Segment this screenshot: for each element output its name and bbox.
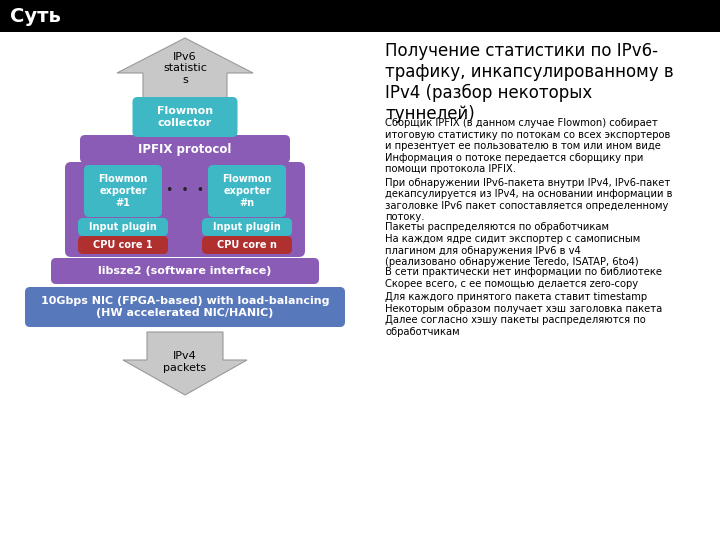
Text: В сети практически нет информации по библиотеке
Скорее всего, с ее помощью делае: В сети практически нет информации по биб… <box>385 267 662 289</box>
Text: •  •  •: • • • <box>166 185 204 198</box>
Text: 10Gbps NIC (FPGA-based) with load-balancing
(HW accelerated NIC/HANIC): 10Gbps NIC (FPGA-based) with load-balanc… <box>41 296 329 318</box>
FancyBboxPatch shape <box>208 165 286 217</box>
Text: Суть: Суть <box>10 6 61 25</box>
FancyBboxPatch shape <box>132 97 238 137</box>
FancyBboxPatch shape <box>80 135 290 163</box>
Text: Input plugin: Input plugin <box>89 222 157 232</box>
FancyBboxPatch shape <box>51 258 319 284</box>
Text: Пакеты распределяются по обработчикам
На каждом ядре сидит экспортер с самописны: Пакеты распределяются по обработчикам На… <box>385 222 640 267</box>
Text: Информация о потоке передается сборщику при
помощи протокола IPFIX.: Информация о потоке передается сборщику … <box>385 153 644 174</box>
Text: CPU core 1: CPU core 1 <box>93 240 153 250</box>
FancyBboxPatch shape <box>78 236 168 254</box>
Text: Сборщик IPFIX (в данном случае Flowmon) собирает
итоговую статистику по потокам : Сборщик IPFIX (в данном случае Flowmon) … <box>385 118 670 151</box>
Polygon shape <box>117 38 253 101</box>
Text: Получение статистики по IPv6-
трафику, инкапсулированному в
IPv4 (разбор некотор: Получение статистики по IPv6- трафику, и… <box>385 42 674 123</box>
Text: IPv6
statistic
s: IPv6 statistic s <box>163 52 207 85</box>
Text: Input plugin: Input plugin <box>213 222 281 232</box>
FancyBboxPatch shape <box>78 218 168 236</box>
Text: IPv4
packets: IPv4 packets <box>163 352 207 373</box>
Text: libsze2 (software interface): libsze2 (software interface) <box>99 266 271 276</box>
FancyBboxPatch shape <box>25 287 345 327</box>
FancyBboxPatch shape <box>84 165 162 217</box>
FancyBboxPatch shape <box>0 0 720 32</box>
FancyBboxPatch shape <box>65 162 305 257</box>
Polygon shape <box>123 332 247 395</box>
Text: Flowmon
exporter
#1: Flowmon exporter #1 <box>99 174 148 207</box>
Text: Для каждого принятого пакета ставит timestamp
Некоторым образом получает хэш заг: Для каждого принятого пакета ставит time… <box>385 292 662 337</box>
Text: CPU core n: CPU core n <box>217 240 277 250</box>
Text: IPFIX protocol: IPFIX protocol <box>138 143 232 156</box>
Text: Flowmon
collector: Flowmon collector <box>157 106 213 128</box>
Text: При обнаружении IPv6-пакета внутри IPv4, IPv6-пакет
декапсулируется из IPv4, на : При обнаружении IPv6-пакета внутри IPv4,… <box>385 178 672 222</box>
Text: Flowmon
exporter
#n: Flowmon exporter #n <box>222 174 271 207</box>
FancyBboxPatch shape <box>202 218 292 236</box>
FancyBboxPatch shape <box>202 236 292 254</box>
